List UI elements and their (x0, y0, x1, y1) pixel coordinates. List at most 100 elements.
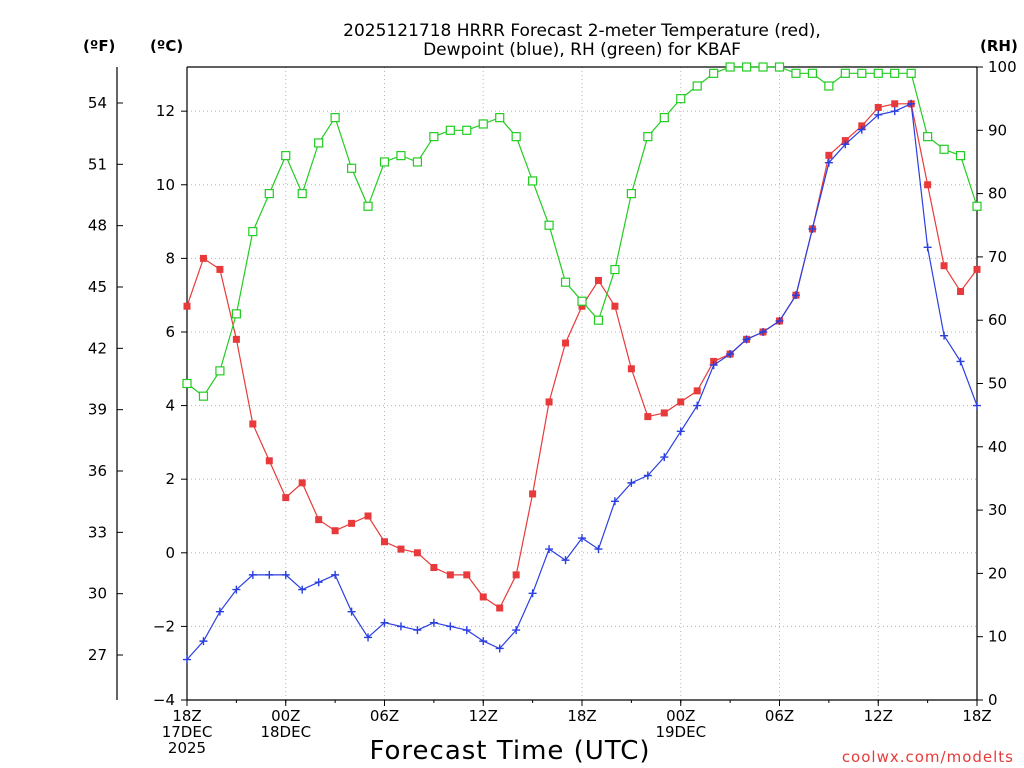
temperature-point (315, 516, 323, 524)
rh-tick-label: 70 (988, 248, 1007, 266)
dewpoint-point (248, 570, 257, 579)
dewpoint-point (808, 224, 817, 233)
temperature-point (874, 103, 882, 111)
dewpoint-point (874, 110, 883, 119)
dewpoint-point (265, 570, 274, 579)
dewpoint-point (314, 578, 323, 587)
temperature-point (348, 519, 356, 527)
celsius-tick-label: 2 (165, 470, 175, 488)
rh-tick-label: 20 (988, 564, 1007, 582)
rh-point (314, 138, 324, 148)
axes (116, 66, 983, 706)
dewpoint-point (380, 618, 389, 627)
temperature-point (578, 302, 586, 310)
fahrenheit-tick-label: 48 (88, 217, 107, 235)
temperature-point (397, 545, 405, 553)
rh-point (264, 189, 274, 199)
rh-point (478, 119, 488, 129)
dewpoint-point (183, 655, 191, 664)
rh-point (758, 62, 768, 72)
rh-point (198, 391, 209, 401)
rh-point (955, 151, 966, 161)
x-tick-label: 06Z (370, 707, 399, 725)
dewpoint-point (364, 633, 373, 642)
fahrenheit-tick-label: 42 (88, 339, 107, 357)
dewpoint-point (676, 427, 685, 436)
rh-tick-label: 100 (988, 58, 1017, 76)
dewpoint-point (643, 471, 652, 480)
rh-point (560, 277, 571, 287)
rh-point (462, 125, 472, 135)
x-tick-label: 12Z (469, 707, 498, 725)
celsius-unit-label: (ºC) (150, 37, 183, 55)
temperature-point (430, 564, 438, 572)
dewpoint-point (561, 556, 570, 565)
x-tick-label: 00Z (271, 707, 300, 725)
rh-point (774, 62, 785, 72)
rh-point (824, 81, 834, 91)
rh-tick-label: 90 (988, 121, 1007, 139)
temperature-point (891, 100, 899, 108)
rh-point (676, 94, 686, 104)
dewpoint-point (610, 497, 619, 506)
dewpoint-point (545, 545, 554, 554)
dewpoint-point (627, 478, 636, 487)
dewpoint-point (775, 316, 784, 325)
fahrenheit-tick-label: 36 (88, 462, 107, 480)
temperature-point (957, 287, 965, 295)
dewpoint-point (528, 589, 537, 598)
rh-point (445, 125, 455, 135)
dewpoint-point (726, 350, 735, 359)
rh-point (741, 62, 752, 72)
rh-point (577, 296, 587, 306)
dewpoint-point (281, 570, 290, 579)
temperature-point (940, 262, 948, 270)
dewpoint-point (759, 327, 768, 336)
celsius-tick-label: 8 (165, 249, 175, 267)
rh-point (248, 226, 258, 237)
rh-point (709, 68, 719, 78)
dewpoint-point (215, 607, 224, 616)
celsius-tick-label: 10 (156, 176, 175, 194)
fahrenheit-tick-label: 45 (88, 278, 107, 296)
dewpoint-point (824, 158, 833, 167)
rh-point (429, 132, 439, 142)
dewpoint-point (791, 291, 800, 300)
rh-point (791, 68, 801, 78)
temperature-point (183, 302, 191, 310)
rh-point (593, 315, 604, 325)
rh-tick-label: 80 (988, 185, 1007, 203)
dewpoint-point (298, 585, 307, 594)
temperature-point (677, 398, 685, 406)
x-axis-label: Forecast Time (UTC) (369, 736, 650, 766)
dewpoint-point (232, 585, 241, 594)
temperature-point (364, 512, 372, 520)
rh-point (906, 68, 916, 78)
fahrenheit-unit-label: (ºF) (83, 37, 115, 55)
rh-tick-label: 0 (988, 691, 998, 709)
temperature-point (216, 265, 224, 273)
x-tick-label: 18DEC (260, 723, 311, 741)
dewpoint-point (973, 401, 981, 410)
dewpoint-point (446, 622, 455, 631)
rh-point (972, 201, 982, 211)
temperature-point (446, 571, 454, 579)
fahrenheit-tick-label: 27 (88, 646, 107, 664)
rh-point (873, 68, 883, 78)
x-tick-label: 12Z (864, 707, 893, 725)
rh-point (544, 220, 554, 230)
x-tick-label: 17DEC (162, 723, 213, 741)
temperature-point (413, 549, 421, 557)
fahrenheit-tick-label: 54 (88, 94, 107, 112)
celsius-tick-label: 4 (165, 397, 175, 415)
rh-point (281, 151, 291, 161)
dewpoint-point (742, 335, 751, 344)
dewpoint-point (660, 453, 669, 462)
temperature-point (627, 365, 635, 373)
temperature-point (496, 604, 504, 612)
temperature-point (463, 571, 471, 579)
temperature-point (381, 538, 388, 546)
dewpoint-point (578, 534, 586, 543)
rh-point (511, 132, 521, 142)
